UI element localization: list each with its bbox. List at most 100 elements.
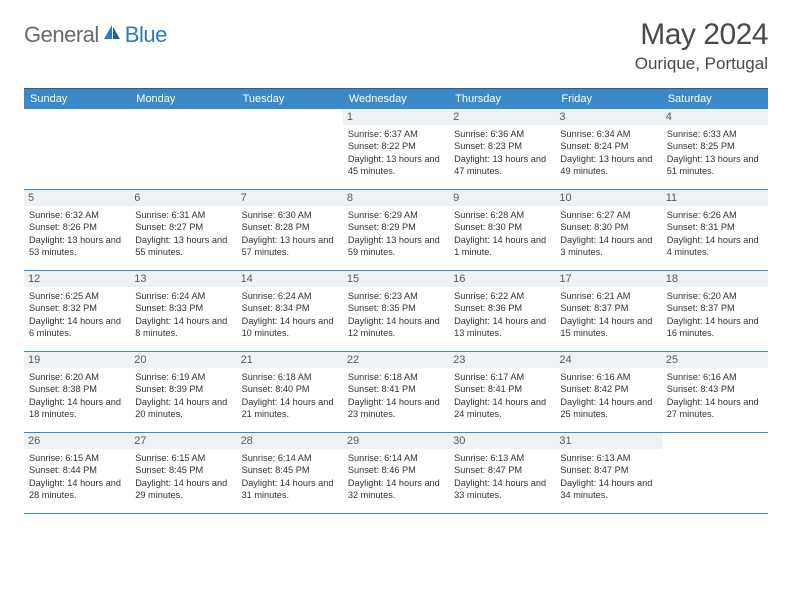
logo: General Blue [24,18,167,48]
day-info: Sunrise: 6:19 AMSunset: 8:39 PMDaylight:… [135,371,231,421]
day-info: Sunrise: 6:27 AMSunset: 8:30 PMDaylight:… [560,209,656,259]
day-number: 18 [662,271,768,287]
week-row: 1Sunrise: 6:37 AMSunset: 8:22 PMDaylight… [24,109,768,190]
day-number: 16 [449,271,555,287]
day-info: Sunrise: 6:13 AMSunset: 8:47 PMDaylight:… [560,452,656,502]
day-cell: 14 Sunrise: 6:24 AMSunset: 8:34 PMDayligh… [237,271,343,351]
day-number: 12 [24,271,130,287]
day-cell: 24 Sunrise: 6:16 AMSunset: 8:42 PMDayligh… [555,352,661,432]
day-info: Sunrise: 6:25 AMSunset: 8:32 PMDaylight:… [29,290,125,340]
day-cell: 27 Sunrise: 6:15 AMSunset: 8:45 PMDayligh… [130,433,236,513]
day-info: Sunrise: 6:32 AMSunset: 8:26 PMDaylight:… [29,209,125,259]
day-cell: 16 Sunrise: 6:22 AMSunset: 8:36 PMDayligh… [449,271,555,351]
day-number: 21 [237,352,343,368]
week-row: 12 Sunrise: 6:25 AMSunset: 8:32 PMDayligh… [24,271,768,352]
day-info: Sunrise: 6:16 AMSunset: 8:43 PMDaylight:… [667,371,763,421]
day-cell: 4 Sunrise: 6:33 AMSunset: 8:25 PMDaylight… [662,109,768,189]
day-cell: 7 Sunrise: 6:30 AMSunset: 8:28 PMDaylight… [237,190,343,270]
day-cell: 30 Sunrise: 6:13 AMSunset: 8:47 PMDayligh… [449,433,555,513]
day-info: Sunrise: 6:33 AMSunset: 8:25 PMDaylight:… [667,128,763,178]
logo-text-general: General [24,22,99,48]
day-number: 2 [449,109,555,125]
day-cell: 23 Sunrise: 6:17 AMSunset: 8:41 PMDayligh… [449,352,555,432]
weekday-label: Saturday [662,89,768,109]
day-number: 28 [237,433,343,449]
day-info: Sunrise: 6:14 AMSunset: 8:45 PMDaylight:… [242,452,338,502]
day-cell: 1Sunrise: 6:37 AMSunset: 8:22 PMDaylight… [343,109,449,189]
day-info: Sunrise: 6:23 AMSunset: 8:35 PMDaylight:… [348,290,444,340]
day-info: Sunrise: 6:30 AMSunset: 8:28 PMDaylight:… [242,209,338,259]
day-number: 19 [24,352,130,368]
day-number: 11 [662,190,768,206]
day-number: 9 [449,190,555,206]
day-number: 13 [130,271,236,287]
day-number: 4 [662,109,768,125]
day-info: Sunrise: 6:34 AMSunset: 8:24 PMDaylight:… [560,128,656,178]
day-info: Sunrise: 6:24 AMSunset: 8:33 PMDaylight:… [135,290,231,340]
day-info: Sunrise: 6:21 AMSunset: 8:37 PMDaylight:… [560,290,656,340]
day-info: Sunrise: 6:26 AMSunset: 8:31 PMDaylight:… [667,209,763,259]
logo-text-blue: Blue [125,22,167,48]
day-cell [662,433,768,513]
day-cell: 13 Sunrise: 6:24 AMSunset: 8:33 PMDayligh… [130,271,236,351]
calendar: SundayMondayTuesdayWednesdayThursdayFrid… [24,88,768,514]
day-number: 1 [343,109,449,125]
day-info: Sunrise: 6:24 AMSunset: 8:34 PMDaylight:… [242,290,338,340]
day-number: 24 [555,352,661,368]
day-info: Sunrise: 6:13 AMSunset: 8:47 PMDaylight:… [454,452,550,502]
day-number: 7 [237,190,343,206]
week-row: 26 Sunrise: 6:15 AMSunset: 8:44 PMDayligh… [24,433,768,514]
day-cell: 28 Sunrise: 6:14 AMSunset: 8:45 PMDayligh… [237,433,343,513]
day-info: Sunrise: 6:36 AMSunset: 8:23 PMDaylight:… [454,128,550,178]
day-cell: 29Sunrise: 6:14 AMSunset: 8:46 PMDayligh… [343,433,449,513]
day-cell: 10 Sunrise: 6:27 AMSunset: 8:30 PMDayligh… [555,190,661,270]
day-number: 27 [130,433,236,449]
weekday-label: Sunday [24,89,130,109]
day-info: Sunrise: 6:17 AMSunset: 8:41 PMDaylight:… [454,371,550,421]
day-cell: 3 Sunrise: 6:34 AMSunset: 8:24 PMDaylight… [555,109,661,189]
day-number: 22 [343,352,449,368]
day-number: 31 [555,433,661,449]
day-number: 25 [662,352,768,368]
day-number: 10 [555,190,661,206]
day-info: Sunrise: 6:15 AMSunset: 8:45 PMDaylight:… [135,452,231,502]
day-cell: 5 Sunrise: 6:32 AMSunset: 8:26 PMDaylight… [24,190,130,270]
day-info: Sunrise: 6:16 AMSunset: 8:42 PMDaylight:… [560,371,656,421]
day-cell: 11 Sunrise: 6:26 AMSunset: 8:31 PMDayligh… [662,190,768,270]
day-cell: 8Sunrise: 6:29 AMSunset: 8:29 PMDaylight… [343,190,449,270]
day-cell: 26 Sunrise: 6:15 AMSunset: 8:44 PMDayligh… [24,433,130,513]
day-number: 15 [343,271,449,287]
day-number: 6 [130,190,236,206]
day-number: 20 [130,352,236,368]
day-cell: 12 Sunrise: 6:25 AMSunset: 8:32 PMDayligh… [24,271,130,351]
day-number: 14 [237,271,343,287]
day-number: 23 [449,352,555,368]
day-cell: 19 Sunrise: 6:20 AMSunset: 8:38 PMDayligh… [24,352,130,432]
day-number: 3 [555,109,661,125]
day-cell: 2 Sunrise: 6:36 AMSunset: 8:23 PMDaylight… [449,109,555,189]
weekday-header-row: SundayMondayTuesdayWednesdayThursdayFrid… [24,89,768,109]
day-cell: 18Sunrise: 6:20 AMSunset: 8:37 PMDayligh… [662,271,768,351]
day-number: 8 [343,190,449,206]
day-cell: 21 Sunrise: 6:18 AMSunset: 8:40 PMDayligh… [237,352,343,432]
week-row: 5 Sunrise: 6:32 AMSunset: 8:26 PMDaylight… [24,190,768,271]
day-cell [24,109,130,189]
day-cell [130,109,236,189]
day-cell: 31 Sunrise: 6:13 AMSunset: 8:47 PMDayligh… [555,433,661,513]
location-label: Ourique, Portugal [635,54,768,74]
day-info: Sunrise: 6:18 AMSunset: 8:41 PMDaylight:… [348,371,444,421]
day-number: 17 [555,271,661,287]
day-info: Sunrise: 6:20 AMSunset: 8:38 PMDaylight:… [29,371,125,421]
header: General Blue May 2024 Ourique, Portugal [24,18,768,74]
page-title: May 2024 [635,18,768,52]
day-number: 30 [449,433,555,449]
weekday-label: Wednesday [343,89,449,109]
day-info: Sunrise: 6:22 AMSunset: 8:36 PMDaylight:… [454,290,550,340]
sail-icon [102,24,122,47]
day-info: Sunrise: 6:18 AMSunset: 8:40 PMDaylight:… [242,371,338,421]
day-number: 26 [24,433,130,449]
day-cell: 25 Sunrise: 6:16 AMSunset: 8:43 PMDayligh… [662,352,768,432]
day-info: Sunrise: 6:15 AMSunset: 8:44 PMDaylight:… [29,452,125,502]
day-number: 5 [24,190,130,206]
day-cell: 6Sunrise: 6:31 AMSunset: 8:27 PMDaylight… [130,190,236,270]
